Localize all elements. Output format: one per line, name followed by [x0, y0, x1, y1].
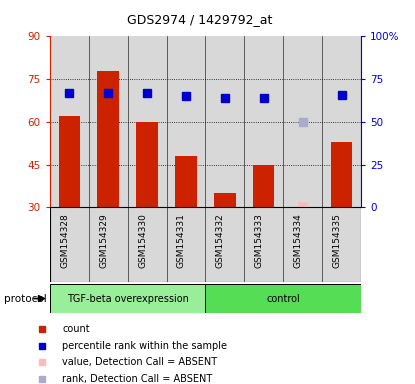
Bar	[298, 202, 308, 207]
Bar	[244, 36, 283, 207]
Bar	[50, 284, 205, 313]
Bar	[253, 165, 274, 207]
Text: GSM154332: GSM154332	[216, 214, 225, 268]
Text: value, Detection Call = ABSENT: value, Detection Call = ABSENT	[62, 358, 217, 367]
Text: protocol: protocol	[4, 293, 47, 304]
Text: TGF-beta overexpression: TGF-beta overexpression	[67, 293, 188, 304]
Bar	[50, 207, 89, 282]
Text: control: control	[266, 293, 300, 304]
Text: GSM154335: GSM154335	[332, 214, 342, 268]
Text: GSM154334: GSM154334	[294, 214, 303, 268]
Text: GSM154328: GSM154328	[60, 214, 69, 268]
Bar	[128, 207, 166, 282]
Bar	[244, 207, 283, 282]
Bar	[322, 207, 361, 282]
Bar	[283, 207, 322, 282]
Bar	[205, 207, 244, 282]
Bar	[98, 71, 119, 207]
Text: rank, Detection Call = ABSENT: rank, Detection Call = ABSENT	[62, 374, 212, 384]
Bar	[214, 193, 236, 207]
Text: GSM154331: GSM154331	[177, 214, 186, 268]
Bar	[137, 122, 158, 207]
Bar	[50, 36, 89, 207]
Bar	[175, 156, 197, 207]
Bar	[205, 284, 361, 313]
Text: GSM154333: GSM154333	[255, 214, 264, 268]
Text: count: count	[62, 324, 90, 334]
Text: percentile rank within the sample: percentile rank within the sample	[62, 341, 227, 351]
Bar	[166, 207, 205, 282]
Bar	[89, 207, 128, 282]
Bar	[89, 36, 128, 207]
Text: GSM154330: GSM154330	[138, 214, 147, 268]
Bar	[331, 142, 352, 207]
Bar	[283, 36, 322, 207]
Bar	[128, 36, 166, 207]
Bar	[59, 116, 80, 207]
Bar	[322, 36, 361, 207]
Text: GSM154329: GSM154329	[99, 214, 108, 268]
Bar	[205, 36, 244, 207]
Bar	[166, 36, 205, 207]
Text: GDS2974 / 1429792_at: GDS2974 / 1429792_at	[127, 13, 272, 26]
